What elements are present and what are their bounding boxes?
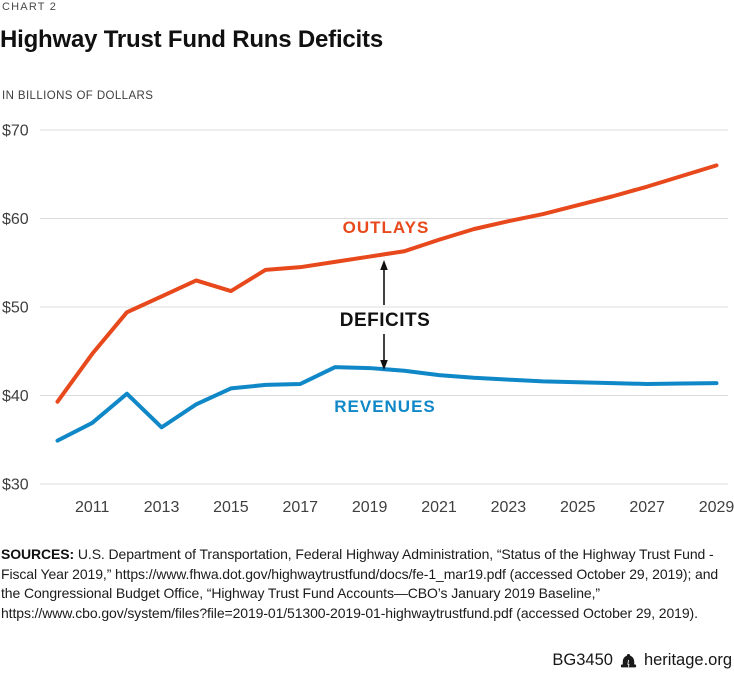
y-axis-tick-label: $30 [2, 477, 29, 494]
deficit-arrow-up-icon [380, 260, 388, 305]
sources-label: SOURCES: [1, 546, 75, 562]
chart-kicker: CHART 2 [2, 1, 58, 13]
x-axis-tick-label: 2029 [699, 499, 734, 516]
x-axis-tick-label: 2015 [213, 499, 249, 516]
footer-site: heritage.org [643, 651, 732, 669]
y-axis-tick-label: $50 [2, 300, 29, 317]
series-layer [55, 163, 719, 443]
heritage-bell-icon [620, 653, 637, 667]
grid-layer: $70 $60 $50 $40 $30 2011 2013 2015 2017 2019 2021 2… [2, 123, 734, 517]
footer: BG3450 heritage.org [552, 651, 732, 670]
sources-note: SOURCES: U.S. Department of Transportati… [1, 545, 733, 623]
outlays-series-label: OUTLAYS [343, 218, 430, 237]
x-axis-tick-label: 2025 [560, 499, 596, 516]
x-axis-tick-label: 2013 [144, 499, 180, 516]
x-axis-tick-label: 2011 [75, 499, 110, 516]
deficit-arrow-down-icon [380, 334, 388, 370]
revenues-series-label: REVENUES [334, 397, 436, 416]
page-title: Highway Trust Fund Runs Deficits [0, 26, 383, 53]
revenues-line [55, 365, 719, 443]
deficits-annotation-label: DEFICITS [340, 310, 431, 331]
x-axis-tick-label: 2023 [491, 499, 527, 516]
outlays-line [55, 163, 719, 404]
x-axis-tick-label: 2027 [629, 499, 665, 516]
y-axis-tick-label: $70 [2, 123, 29, 140]
chart-units-label: IN BILLIONS OF DOLLARS [2, 90, 154, 102]
report-id: BG3450 [552, 651, 613, 669]
y-axis-tick-label: $40 [2, 388, 29, 405]
x-axis-tick-label: 2017 [282, 499, 318, 516]
x-axis-tick-label: 2021 [421, 499, 457, 516]
sources-text: U.S. Department of Transportation, Feder… [1, 546, 719, 621]
y-axis-tick-label: $60 [2, 211, 29, 228]
x-axis-tick-label: 2019 [352, 499, 388, 516]
annotation-layer: OUTLAYS REVENUES DEFICITS [334, 218, 436, 416]
